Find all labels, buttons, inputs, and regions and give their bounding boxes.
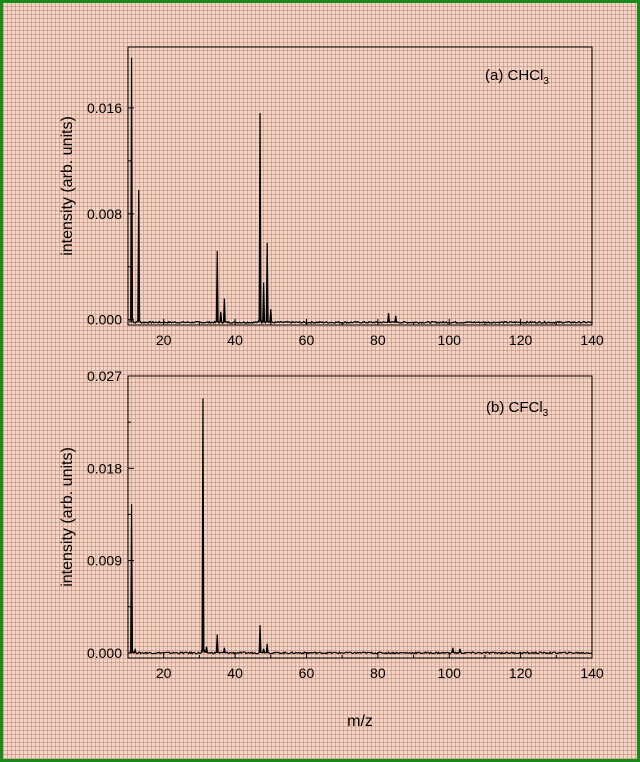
y-tick-label: 0.009 <box>87 553 122 569</box>
x-tick-label: 140 <box>580 332 604 348</box>
x-tick-label: 40 <box>227 665 243 681</box>
panel-b-ticks: 20 40 60 80 100 120 140 0.000 0.009 0.018 0.027 <box>87 368 604 681</box>
panel-a-label: (a) CHCl3 <box>485 67 549 87</box>
y-tick-label: 0.000 <box>87 645 122 661</box>
panel-a-spectrum-line <box>129 57 593 325</box>
x-tick-label: 20 <box>156 665 172 681</box>
y-tick-label: 0.008 <box>87 206 122 222</box>
x-axis-title: m/z <box>347 713 373 730</box>
panel-a-frame <box>127 46 593 326</box>
y-tick-label: 0.000 <box>87 312 122 328</box>
x-tick-label: 60 <box>299 332 315 348</box>
x-tick-label: 100 <box>438 665 462 681</box>
y-tick-label: 0.027 <box>87 368 122 384</box>
x-tick-label: 120 <box>509 332 533 348</box>
panel-a-label-subscript: 3 <box>543 76 549 87</box>
panel-b-label: (b) CFCl3 <box>486 399 549 419</box>
panel-b-spectrum-line <box>129 398 593 655</box>
x-tick-label: 20 <box>156 332 172 348</box>
panel-a-ticks: 20 40 60 80 100 120 140 0.000 0.008 0.016 <box>87 100 604 348</box>
y-tick-label: 0.018 <box>87 460 122 476</box>
x-tick-label: 40 <box>227 332 243 348</box>
x-tick-label: 140 <box>580 665 604 681</box>
panel-b-frame <box>127 375 593 659</box>
panel-b-y-axis-title: intensity (arb. units) <box>59 447 76 587</box>
panel-b: 20 40 60 80 100 120 140 0.000 0.009 0.018 0.027 (b… <box>59 368 604 730</box>
x-tick-label: 120 <box>509 665 533 681</box>
x-tick-label: 80 <box>370 665 386 681</box>
x-tick-label: 100 <box>438 332 462 348</box>
panel-a: 20 40 60 80 100 120 140 0.000 0.008 0.016 (a) CHC… <box>59 46 604 348</box>
panel-b-label-subscript: 3 <box>543 408 549 419</box>
panel-a-y-axis-title: intensity (arb. units) <box>59 116 76 256</box>
x-tick-label: 60 <box>299 665 315 681</box>
x-tick-label: 80 <box>370 332 386 348</box>
y-tick-label: 0.016 <box>87 100 122 116</box>
